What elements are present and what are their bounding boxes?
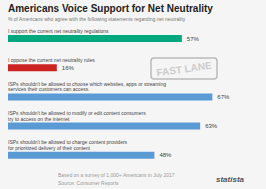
svg-text:ISPs shouldn't be allowed to c: ISPs shouldn't be allowed to choose whic…: [8, 81, 166, 93]
svg-text:FAST LANE: FAST LANE: [156, 60, 213, 79]
svg-text:16%: 16%: [62, 65, 75, 71]
html-text:Source: Consumer Reports: Source: Consumer Reports: [58, 180, 119, 186]
html-text:Based on a survey of 1,000+ Am: Based on a survey of 1,000+ Americans in…: [58, 172, 175, 178]
html-text:statista: statista: [216, 175, 244, 184]
svg-text:I support the current net neut: I support the current net neutrality reg…: [8, 28, 109, 34]
svg-text:I oppose the current net neutr: I oppose the current net neutrality rule…: [8, 57, 95, 63]
html-text:% of Americans who agree with: % of Americans who agree with the follow…: [8, 16, 186, 22]
svg-text:57%: 57%: [187, 36, 200, 42]
html-text:Americans Voice Support for Ne: Americans Voice Support for Net Neutrali…: [8, 3, 213, 14]
svg-text:48%: 48%: [159, 152, 172, 158]
svg-text:67%: 67%: [217, 94, 230, 100]
svg-text:ISPs shouldn't be allowed to c: ISPs shouldn't be allowed to charge cont…: [8, 139, 128, 151]
svg-text:ISPs shouldn't be allowed to m: ISPs shouldn't be allowed to modify or e…: [8, 110, 146, 122]
svg-text:63%: 63%: [205, 123, 218, 129]
